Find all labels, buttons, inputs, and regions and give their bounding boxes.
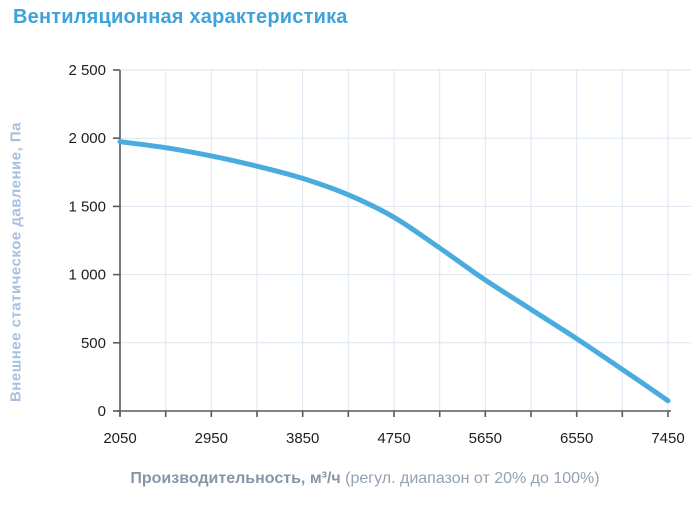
x-tick-label: 4750 xyxy=(377,430,410,447)
fan-curve xyxy=(117,139,671,404)
fan-curve-chart: 0 500 1 000 1 500 2 000 2 500 2050 2950 3850 4750… xyxy=(68,62,691,447)
x-axis-title: Производительность, м³/ч (регул. диапазо… xyxy=(95,470,635,488)
x-axis-title-note: (регул. диапазон от 20% до 100%) xyxy=(340,470,600,487)
tick-labels: 0 500 1 000 1 500 2 000 2 500 2050 2950 3850 4750… xyxy=(68,62,684,447)
y-tick-label: 1 500 xyxy=(68,198,106,215)
x-tick-label: 3850 xyxy=(286,430,319,447)
x-tick-label: 6550 xyxy=(560,430,593,447)
axes xyxy=(113,69,671,417)
x-tick-label: 5650 xyxy=(469,430,502,447)
y-tick-label: 500 xyxy=(81,335,106,352)
x-tick-label: 7450 xyxy=(651,430,684,447)
y-tick-label: 1 000 xyxy=(68,267,106,284)
gridlines xyxy=(120,69,691,411)
y-tick-label: 0 xyxy=(98,403,106,420)
x-axis-title-bold: Производительность, м³/ч xyxy=(130,470,341,487)
chart-svg: 0 500 1 000 1 500 2 000 2 500 2050 2950 3850 4750… xyxy=(68,62,691,447)
x-tick-label: 2050 xyxy=(103,430,136,447)
x-tick-label: 2950 xyxy=(195,430,228,447)
page-title: Вентиляционная характеристика xyxy=(13,6,348,28)
y-tick-label: 2 000 xyxy=(68,130,106,147)
y-tick-label: 2 500 xyxy=(68,62,106,79)
